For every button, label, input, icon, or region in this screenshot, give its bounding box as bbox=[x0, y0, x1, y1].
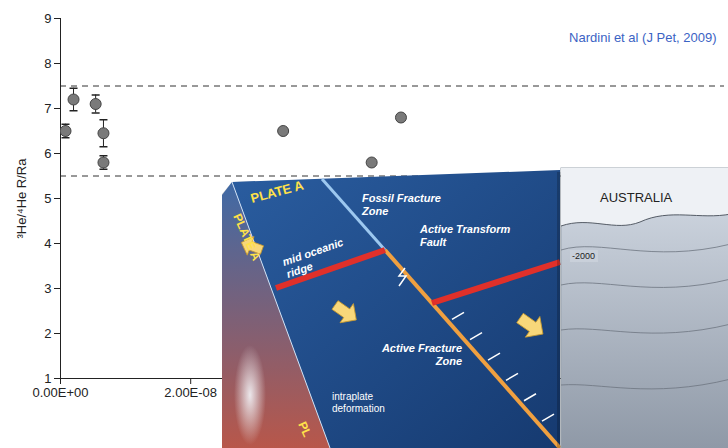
svg-text:Fossil FractureZone: Fossil FractureZone bbox=[361, 192, 441, 217]
svg-text:9: 9 bbox=[44, 11, 51, 26]
svg-text:3: 3 bbox=[44, 281, 51, 296]
svg-text:intraplatedeformation: intraplatedeformation bbox=[332, 391, 385, 414]
svg-text:2.00E-08: 2.00E-08 bbox=[164, 385, 217, 400]
svg-text:³He/⁴He R/Ra: ³He/⁴He R/Ra bbox=[14, 158, 29, 239]
svg-text:PL: PL bbox=[295, 420, 314, 440]
svg-text:AUSTRALIA: AUSTRALIA bbox=[600, 190, 673, 205]
svg-text:-2000: -2000 bbox=[572, 251, 595, 261]
svg-text:0.00E+00: 0.00E+00 bbox=[32, 385, 88, 400]
svg-text:4: 4 bbox=[44, 236, 51, 251]
svg-text:6: 6 bbox=[44, 146, 51, 161]
svg-text:7: 7 bbox=[44, 101, 51, 116]
svg-text:8: 8 bbox=[44, 56, 51, 71]
svg-text:1: 1 bbox=[44, 371, 51, 386]
svg-text:Nardini et al (J Pet, 2009): Nardini et al (J Pet, 2009) bbox=[569, 30, 716, 45]
svg-text:2: 2 bbox=[44, 326, 51, 341]
svg-text:Active TransformFault: Active TransformFault bbox=[419, 223, 510, 248]
svg-text:PLATE A: PLATE A bbox=[249, 177, 306, 206]
svg-text:PLATE A: PLATE A bbox=[230, 212, 263, 264]
svg-text:mid oceanicridge: mid oceanicridge bbox=[281, 236, 349, 280]
svg-text:5: 5 bbox=[44, 191, 51, 206]
svg-text:Active FractureZone: Active FractureZone bbox=[381, 342, 462, 367]
